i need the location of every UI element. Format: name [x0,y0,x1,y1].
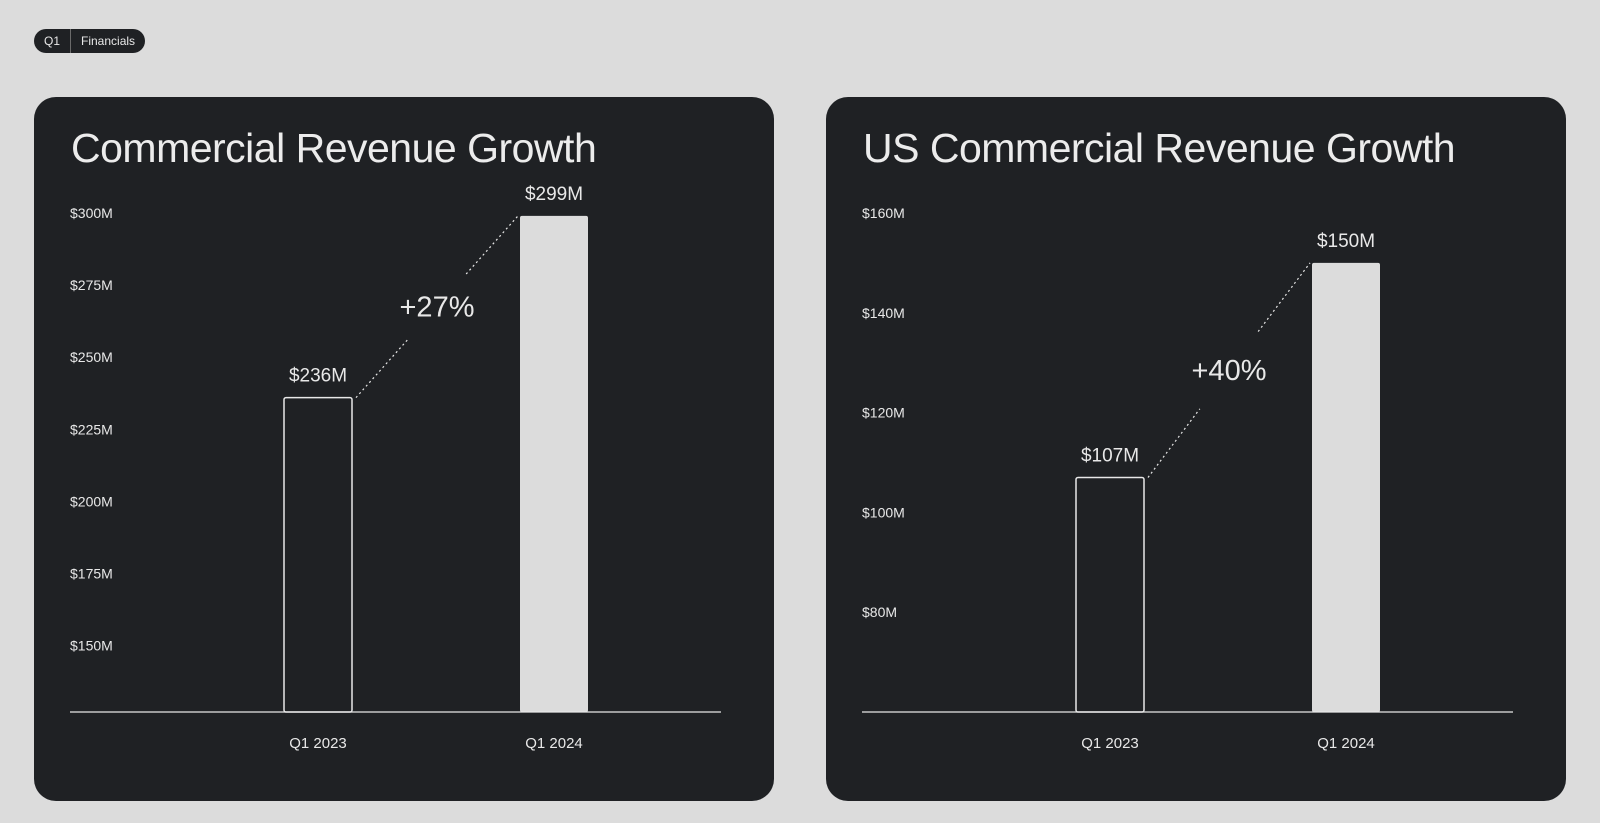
growth-percentage-label: +40% [1192,355,1267,387]
x-tick-label: Q1 2024 [1317,735,1375,752]
chart-title: Commercial Revenue Growth [71,125,597,171]
growth-percentage-label: +27% [400,292,475,324]
us-commercial-revenue-chart: $160M $140M $120M $100M $80M $107M Q1 2023 $150… [862,205,1513,752]
chart-title: US Commercial Revenue Growth [863,125,1456,171]
x-tick-label: Q1 2023 [1081,735,1139,752]
commercial-revenue-card: Commercial Revenue Growth $300M $275M $250… [34,97,774,801]
y-tick-label: $225M [70,421,113,437]
x-tick-label: Q1 2023 [289,735,347,752]
growth-connector-line [355,339,409,399]
section-badge: Q1 Financials [34,29,146,53]
y-tick-label: $100M [862,504,905,520]
bar-outline [283,396,353,713]
y-tick-label: $175M [70,566,113,582]
us-commercial-revenue-card: US Commercial Revenue Growth $160M $140M $… [826,97,1566,801]
y-tick-label: $80M [862,604,897,620]
growth-connector-line [1147,408,1201,478]
y-tick-label: $300M [70,205,113,221]
bar-value-label: $107M [1081,445,1139,466]
bar-value-label: $150M [1317,231,1375,252]
bar-filled [1312,262,1380,712]
bar-value-label: $236M [289,366,347,387]
commercial-revenue-chart: $300M $275M $250M $225M $200M $175M $150M $236M… [70,184,721,752]
bar-filled [520,215,588,712]
y-tick-label: $250M [70,349,113,365]
y-tick-label: $150M [70,638,113,654]
badge-quarter: Q1 [44,34,61,48]
y-tick-label: $200M [70,493,113,509]
y-tick-label: $275M [70,277,113,293]
bar-value-label: $299M [525,184,583,205]
x-tick-label: Q1 2024 [525,735,583,752]
y-tick-label: $160M [862,205,905,221]
bar-outline [1075,476,1145,713]
growth-connector-line [465,215,519,275]
growth-connector-line [1257,262,1311,332]
y-tick-label: $140M [862,305,905,321]
badge-divider [70,29,72,53]
badge-section: Financials [81,34,136,48]
y-tick-label: $120M [862,405,905,421]
